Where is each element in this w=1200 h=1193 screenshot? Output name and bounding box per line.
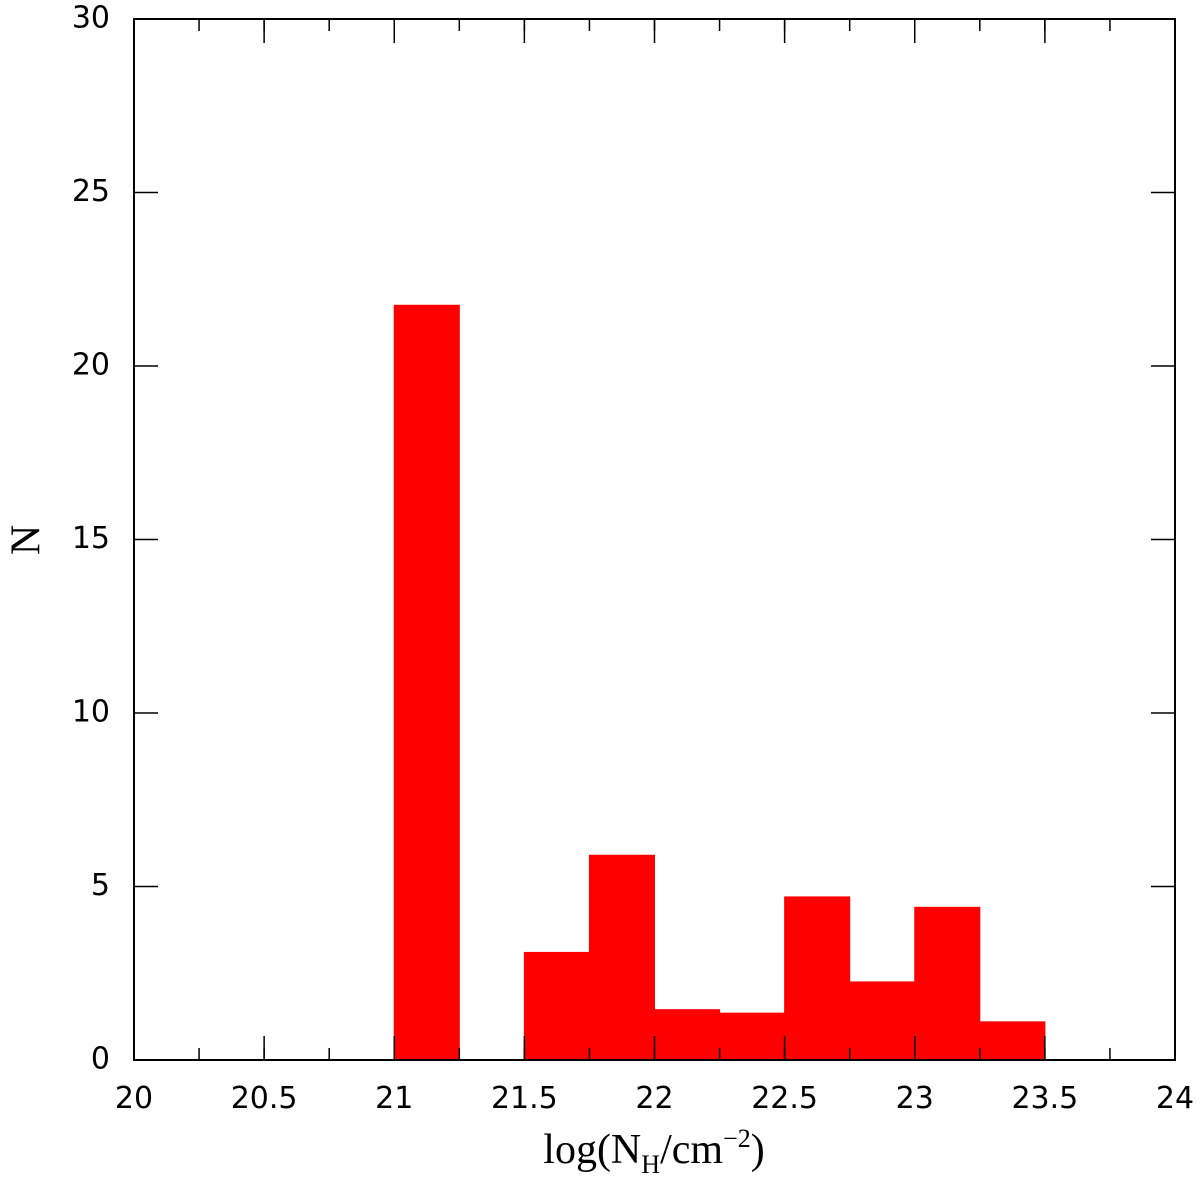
x-tick-label: 23.5 bbox=[1011, 1081, 1078, 1116]
histogram-bar bbox=[393, 304, 460, 1061]
histogram-bar bbox=[784, 896, 851, 1061]
histogram-bar bbox=[979, 1021, 1046, 1061]
y-tick-label: 20 bbox=[72, 348, 110, 383]
x-axis-label-part: /cm bbox=[660, 1127, 723, 1173]
histogram-bar bbox=[719, 1012, 786, 1061]
y-tick-label: 5 bbox=[91, 868, 110, 903]
y-tick-label: 0 bbox=[91, 1042, 110, 1077]
plot-area bbox=[393, 304, 1046, 1061]
x-tick-label: 21.5 bbox=[491, 1081, 558, 1116]
y-tick-label: 15 bbox=[72, 521, 110, 556]
x-axis-label-part: log(N bbox=[543, 1127, 641, 1173]
y-tick-label: 25 bbox=[72, 174, 110, 209]
histogram-bar bbox=[588, 854, 655, 1061]
x-tick-label: 24 bbox=[1156, 1081, 1194, 1116]
histogram-bar bbox=[523, 951, 590, 1061]
x-tick-label: 22 bbox=[635, 1081, 673, 1116]
x-tick-label: 20 bbox=[115, 1081, 153, 1116]
x-axis-label-part: ) bbox=[751, 1127, 765, 1173]
x-axis-label-part: −2 bbox=[723, 1124, 751, 1153]
x-tick-label: 22.5 bbox=[751, 1081, 818, 1116]
histogram-bar bbox=[654, 1009, 721, 1061]
histogram-bar bbox=[849, 981, 916, 1061]
x-axis-label-part: H bbox=[641, 1150, 660, 1179]
y-tick-label: 10 bbox=[72, 695, 110, 730]
x-tick-label: 20.5 bbox=[231, 1081, 298, 1116]
x-tick-label: 21 bbox=[375, 1081, 413, 1116]
x-axis-label: log(NH/cm−2) bbox=[543, 1124, 764, 1179]
y-tick-label: 30 bbox=[72, 1, 110, 36]
y-axis-label: N bbox=[4, 525, 50, 555]
x-tick-label: 23 bbox=[896, 1081, 934, 1116]
histogram-bar bbox=[914, 906, 981, 1061]
